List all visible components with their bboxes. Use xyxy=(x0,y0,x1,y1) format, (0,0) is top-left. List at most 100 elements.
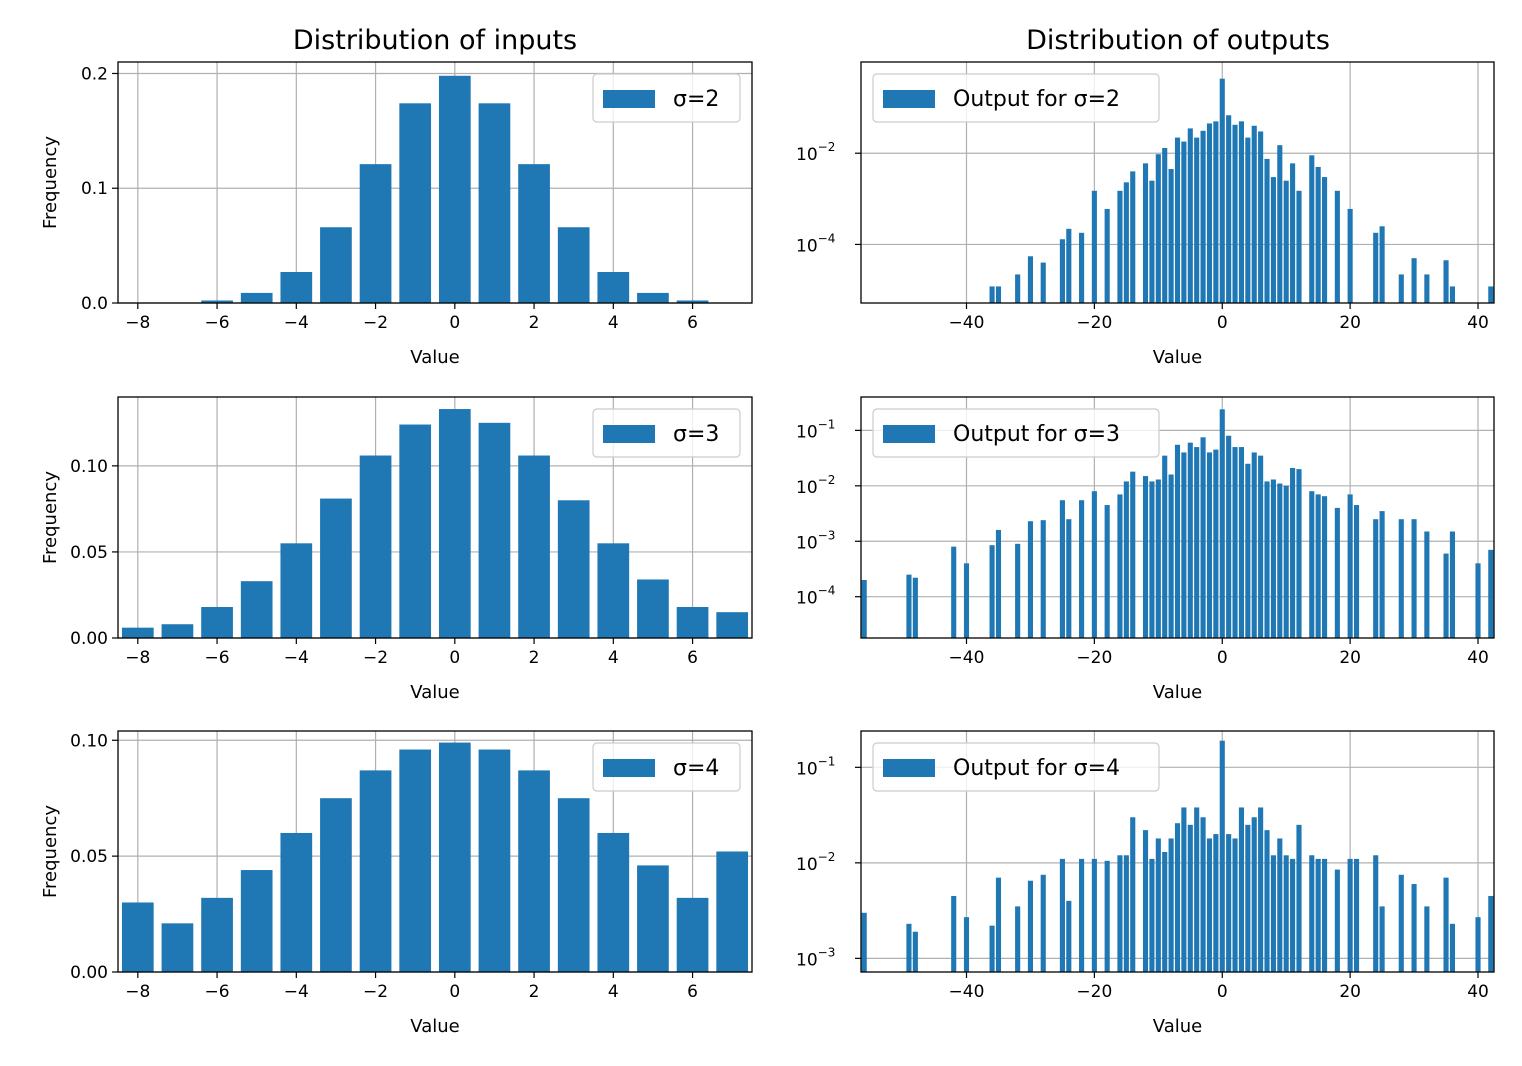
bars xyxy=(121,75,749,303)
y-tick-label: 10−2 xyxy=(796,850,835,875)
bar xyxy=(1168,474,1174,638)
bar xyxy=(1475,563,1481,638)
axes-frame xyxy=(860,730,1495,973)
bar xyxy=(1123,182,1129,303)
legend: Output for σ=4 xyxy=(872,742,1160,792)
bar xyxy=(597,543,630,638)
bar xyxy=(1142,163,1149,303)
bar xyxy=(359,770,392,972)
bar xyxy=(1059,858,1065,972)
y-tick-label: 10−4 xyxy=(796,231,835,256)
legend-label: Output for σ=2 xyxy=(953,87,1120,112)
x-tick-label: −8 xyxy=(125,313,150,333)
bar xyxy=(438,409,471,638)
bar xyxy=(1290,163,1296,303)
y-axis-label: Frequency xyxy=(40,471,61,564)
bar xyxy=(1066,900,1072,972)
bar xyxy=(1162,851,1168,972)
panel-outputs-sigma-2: −40 −20 0 20 40 10−4 10−2 Value Output for σ=2 xyxy=(796,61,1495,368)
bar xyxy=(1181,141,1187,303)
bar xyxy=(1200,437,1206,638)
x-tick-label: −20 xyxy=(1076,982,1112,1002)
x-tick-label: −40 xyxy=(949,313,985,333)
legend-box xyxy=(872,73,1160,123)
bar xyxy=(1347,858,1353,972)
y-tick-exponent: −1 xyxy=(818,417,836,431)
bar xyxy=(1347,494,1353,638)
bar xyxy=(240,870,273,972)
bar xyxy=(1162,455,1168,638)
bars xyxy=(861,740,1494,972)
bar xyxy=(597,832,630,972)
bar xyxy=(161,624,194,638)
bar xyxy=(320,798,352,972)
bar xyxy=(1174,823,1181,972)
bar xyxy=(1213,834,1219,972)
bar xyxy=(1226,834,1232,972)
bar xyxy=(1315,494,1321,638)
bar xyxy=(1200,130,1206,303)
bar xyxy=(1283,485,1289,638)
bar xyxy=(1174,137,1181,303)
x-axis-label: Value xyxy=(410,682,459,703)
bar xyxy=(1488,549,1494,638)
x-tick-label: 2 xyxy=(529,982,540,1002)
legend-swatch xyxy=(883,759,935,777)
bar xyxy=(1130,817,1136,972)
bar xyxy=(1283,180,1289,303)
bar xyxy=(1309,491,1315,638)
bar xyxy=(1079,858,1085,972)
bar xyxy=(1040,874,1046,972)
y-tick-label: 10−4 xyxy=(796,584,835,609)
bar xyxy=(1411,519,1417,638)
bar xyxy=(912,931,918,972)
y-tick-label: 0.00 xyxy=(70,629,108,649)
bar xyxy=(861,912,867,972)
bar xyxy=(1219,409,1225,638)
bar xyxy=(637,579,669,638)
bar xyxy=(1238,121,1244,303)
bar xyxy=(1123,855,1129,972)
bar xyxy=(1194,447,1200,638)
y-axis-label: Frequency xyxy=(40,805,61,898)
bar xyxy=(1398,519,1404,638)
legend-box xyxy=(872,742,1160,792)
bar xyxy=(1027,880,1033,972)
bars xyxy=(989,78,1494,303)
y-axis-label: Frequency xyxy=(40,136,61,229)
bar xyxy=(478,103,511,303)
bar xyxy=(912,577,918,638)
legend-label: σ=4 xyxy=(673,756,719,781)
bar xyxy=(1334,869,1340,972)
bar xyxy=(676,607,709,638)
bar xyxy=(1449,923,1455,972)
legend-box xyxy=(872,408,1160,458)
y-tick-label: 0.2 xyxy=(81,64,108,84)
bar xyxy=(1142,830,1149,972)
y-tick-exponent: −1 xyxy=(818,754,836,768)
x-tick-label: 6 xyxy=(687,648,698,668)
y-tick-exponent: −3 xyxy=(818,528,836,542)
bar xyxy=(1411,258,1417,303)
bar xyxy=(1443,877,1449,972)
legend: σ=3 xyxy=(592,408,741,458)
bar xyxy=(1411,884,1417,972)
bar xyxy=(1155,154,1161,303)
bar xyxy=(280,832,313,972)
bar xyxy=(1373,855,1379,972)
bar xyxy=(1443,553,1449,638)
bar xyxy=(1296,824,1302,972)
bar xyxy=(1232,838,1238,972)
bar xyxy=(1232,447,1238,638)
bar xyxy=(1027,256,1033,303)
x-tick-label: −2 xyxy=(363,313,388,333)
legend-swatch xyxy=(883,425,935,443)
bars xyxy=(121,742,749,972)
bar xyxy=(1187,442,1193,638)
bar xyxy=(1488,286,1494,303)
y-tick-label: 10−3 xyxy=(796,528,835,553)
bar xyxy=(399,424,432,638)
bars xyxy=(121,409,749,638)
bar xyxy=(1245,137,1251,303)
x-tick-label: −6 xyxy=(205,648,230,668)
